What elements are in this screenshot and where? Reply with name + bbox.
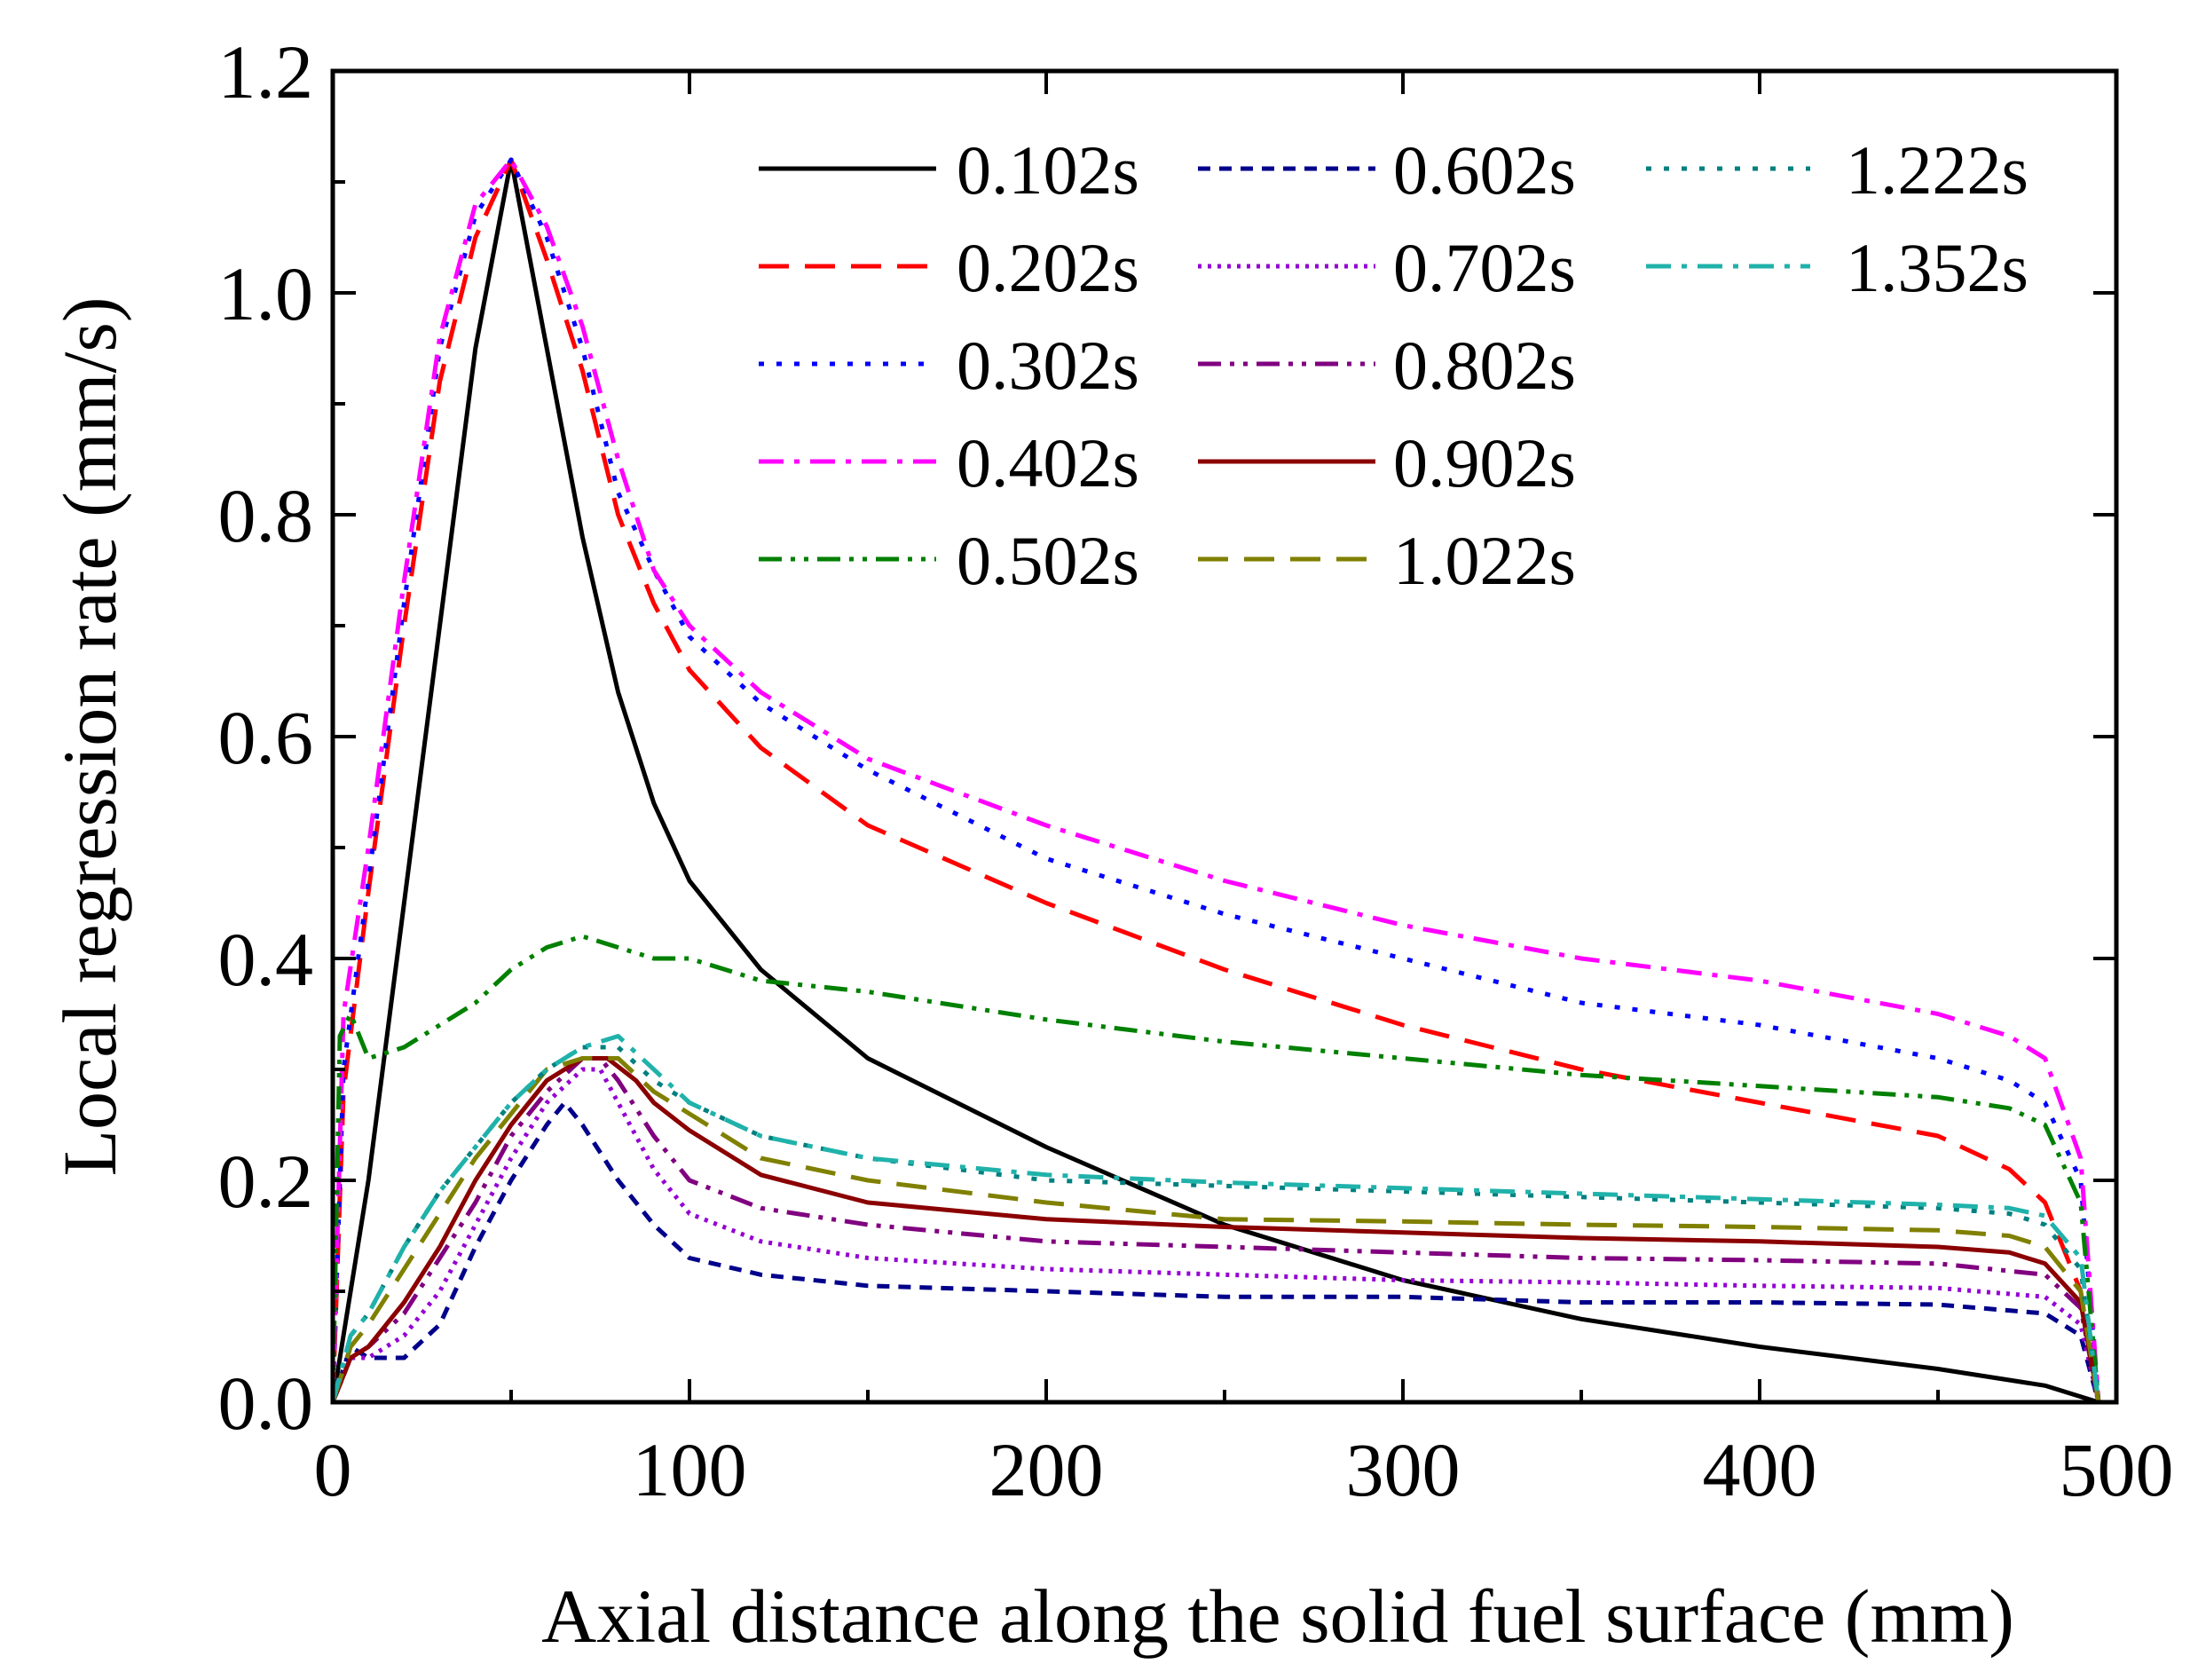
y-tick-label: 0.8 — [218, 473, 314, 558]
series-line-0.102s — [330, 157, 2100, 1405]
series-line-0.602s — [330, 1100, 2101, 1403]
x-tick-label: 400 — [1703, 1427, 1817, 1512]
legend-label: 0.502s — [957, 522, 1139, 599]
y-tick-label: 1.2 — [218, 29, 314, 114]
legend-label: 1.352s — [1846, 229, 2029, 306]
y-tick-label: 1.0 — [218, 251, 314, 336]
series-layer — [330, 157, 2101, 1405]
y-tick-label: 0.4 — [218, 917, 314, 1002]
series-line-0.802s — [330, 1056, 2101, 1403]
x-tick-label: 300 — [1346, 1427, 1461, 1512]
x-axis-title: Axial distance along the solid fuel surf… — [541, 1574, 2014, 1659]
series-line-0.302s — [330, 157, 2101, 1403]
legend-label: 1.222s — [1846, 131, 2029, 209]
series-line-0.402s — [330, 157, 2101, 1403]
legend-label: 0.602s — [1393, 131, 1576, 209]
legend-label: 0.402s — [957, 424, 1139, 501]
x-tick-label: 500 — [2060, 1427, 2174, 1512]
legend-label: 0.202s — [957, 229, 1139, 306]
legend-label: 0.702s — [1393, 229, 1576, 306]
series-line-0.902s — [330, 1056, 2101, 1403]
y-tick-label: 0.2 — [218, 1139, 314, 1224]
series-line-0.502s — [330, 934, 2101, 1403]
legend-label: 0.302s — [957, 327, 1139, 404]
series-line-0.202s — [330, 157, 2101, 1403]
x-tick-label: 0 — [314, 1427, 352, 1512]
legend-label: 0.902s — [1393, 424, 1576, 501]
y-tick-label: 0.0 — [218, 1361, 314, 1446]
series-line-0.702s — [330, 1067, 2101, 1403]
legend-label: 1.022s — [1393, 522, 1576, 599]
legend-label: 0.102s — [957, 131, 1139, 209]
legend-label: 0.802s — [1393, 327, 1576, 404]
y-tick-label: 0.6 — [218, 695, 314, 780]
x-tick-label: 100 — [633, 1427, 747, 1512]
y-axis-title: Local regression rate (mm/s) — [47, 296, 132, 1176]
series-line-1.352s — [330, 1034, 2101, 1403]
legend: 0.102s 0.202s 0.302s 0.402s 0.502s 0.602s 0.70… — [759, 131, 2029, 599]
ticks-layer: 0 100 200 300 400 500 0.0 0.2 0.4 0.6 0.8 1.0 1.2 — [218, 29, 2174, 1512]
x-tick-label: 200 — [989, 1427, 1104, 1512]
series-line-1.022s — [330, 1056, 2101, 1403]
